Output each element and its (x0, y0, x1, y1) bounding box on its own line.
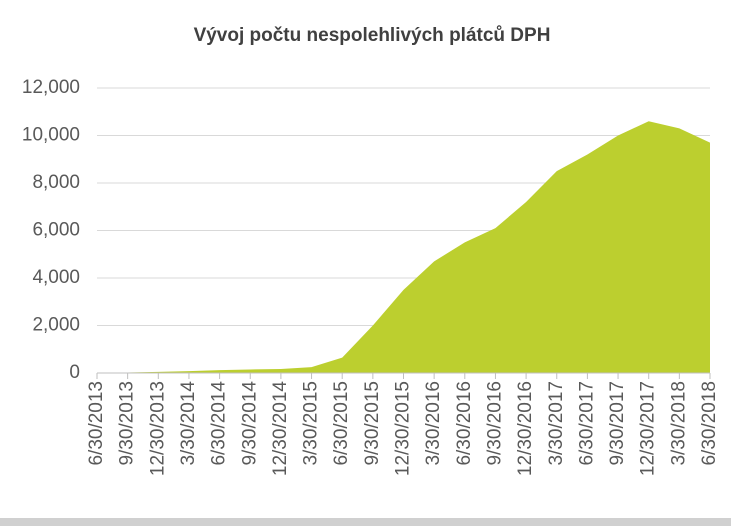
x-tick-label: 12/30/2015 (393, 381, 414, 476)
x-tick-label: 6/30/2013 (86, 381, 107, 466)
x-tick-label: 6/30/2018 (699, 381, 720, 466)
x-tick-label: 9/30/2013 (117, 381, 138, 466)
x-tick-label: 6/30/2015 (331, 381, 352, 466)
x-tick-label: 3/30/2015 (301, 381, 322, 466)
y-tick-label: 6,000 (32, 220, 80, 241)
x-tick-label: 12/30/2013 (147, 381, 168, 476)
x-tick-label: 3/30/2017 (546, 381, 567, 466)
y-tick-label: 4,000 (32, 267, 80, 288)
x-tick-label: 9/30/2014 (239, 381, 260, 466)
y-tick-label: 10,000 (22, 125, 80, 146)
y-tick-label: 2,000 (32, 315, 80, 336)
y-tick-label: 8,000 (32, 172, 80, 193)
x-tick-label: 12/30/2017 (638, 381, 659, 476)
y-tick-label: 0 (69, 362, 80, 383)
x-tick-label: 12/30/2014 (270, 381, 291, 477)
x-tick-label: 3/30/2018 (668, 381, 689, 466)
x-tick-label: 6/30/2017 (576, 381, 597, 466)
x-tick-label: 9/30/2015 (362, 381, 383, 466)
x-tick-label: 9/30/2017 (607, 381, 628, 466)
x-tick-label: 9/30/2016 (484, 381, 505, 466)
x-tick-label: 3/30/2016 (423, 381, 444, 466)
bottom-bar (0, 518, 731, 526)
area (97, 121, 710, 373)
x-tick-label: 3/30/2014 (178, 381, 199, 466)
x-tick-label: 6/30/2014 (209, 381, 230, 466)
x-tick-label: 12/30/2016 (515, 381, 536, 476)
x-tick-label: 6/30/2016 (454, 381, 475, 466)
chart-title: Vývoj počtu nespolehlivých plátců DPH (194, 25, 551, 46)
y-tick-label: 12,000 (22, 77, 80, 98)
